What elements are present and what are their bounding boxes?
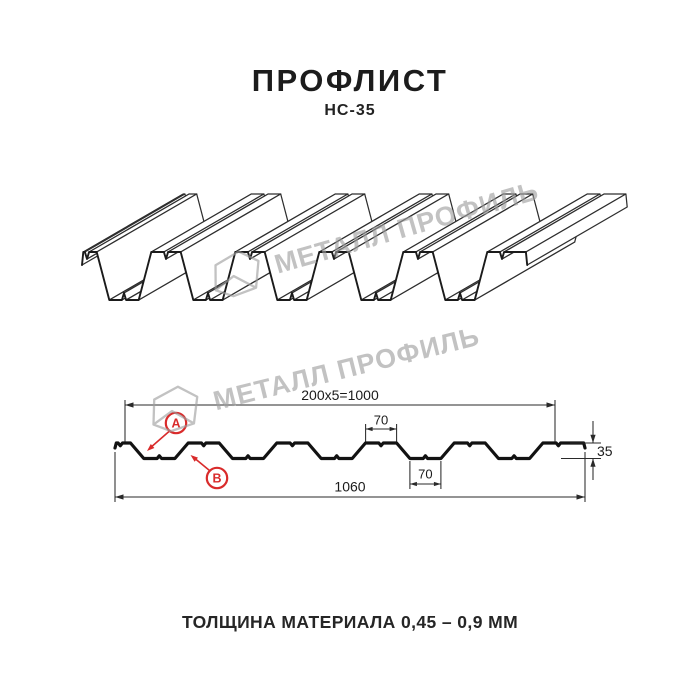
extrusion-face [459, 234, 563, 301]
thickness-note: ТОЛЩИНА МАТЕРИАЛА 0,45 – 0,9 ММ [181, 612, 519, 632]
extrusion-face [417, 193, 521, 260]
extrusion-face [373, 234, 477, 301]
watermark-text: МЕТАЛЛ ПРОФИЛЬ [270, 174, 542, 280]
callout-b: B [190, 455, 229, 490]
callout-a-circle [164, 411, 188, 435]
extrusion-face [415, 193, 519, 260]
metall-profil-logo-icon [214, 250, 260, 298]
cross-section-drawing: 200x5=1000 70 70 1060 [113, 387, 613, 502]
extrusion-face [333, 193, 437, 260]
metall-profil-logo-icon [152, 385, 199, 433]
extrusion-face [88, 193, 198, 253]
extrusion-face [348, 193, 462, 301]
extrusion-face [377, 241, 492, 301]
callout-a-label: A [171, 417, 180, 431]
extrusion-face [207, 234, 311, 301]
extrusion-face [375, 234, 479, 301]
callout-a-arrowhead [147, 444, 155, 451]
page-title: ПРОФЛИСТ [251, 63, 449, 98]
extrusion-face [249, 193, 353, 260]
dimension-total-width-value: 1060 [334, 479, 365, 495]
watermark-3d: МЕТАЛЛ ПРОФИЛЬ [199, 164, 546, 311]
extrusion-face [108, 241, 223, 301]
extrusion-face [251, 193, 366, 253]
extrusion-face [289, 234, 393, 301]
extrusion-face [335, 193, 450, 253]
extrusion-face [264, 193, 378, 301]
callout-a: A [147, 411, 188, 451]
extrusion-face [167, 193, 282, 253]
watermark-section: МЕТАЛЛ ПРОФИЛЬ [137, 309, 485, 445]
dimension-top-value: 200x5=1000 [301, 387, 379, 403]
dimension-height-value: 35 [597, 443, 613, 459]
dimension-top: 200x5=1000 [124, 387, 556, 442]
extrusion-face [360, 241, 475, 301]
extrusion-face [180, 193, 294, 301]
extrusion-face [222, 193, 336, 301]
extrusion-face [525, 193, 628, 266]
extrusion-face [86, 193, 190, 260]
extrusion-face [306, 193, 420, 301]
extrusion-face [150, 193, 265, 253]
extrusion-face [474, 193, 588, 301]
extrusion-face [486, 193, 601, 253]
extrusion-face [432, 193, 546, 301]
cross-section-profile [113, 441, 587, 461]
extrusion-face [138, 193, 252, 301]
extrusion-face [121, 234, 225, 301]
extrusion-face [444, 241, 559, 301]
dimension-rib-bottom-value: 70 [418, 467, 432, 482]
dimension-height: 35 [561, 421, 613, 480]
extrusion-face [419, 193, 534, 253]
extrusion-face [247, 193, 351, 260]
callout-b-label: B [212, 472, 221, 486]
extrusion-face [234, 193, 349, 253]
extrusion-face [82, 193, 186, 253]
extrusion-face [501, 193, 605, 260]
profile-3d-drawing [81, 193, 628, 301]
extrusion-face [461, 241, 576, 301]
dimension-rib-bottom: 70 [409, 461, 442, 489]
extrusion-face [205, 234, 309, 301]
extrusion-face [293, 241, 408, 301]
extrusion-face [499, 193, 603, 260]
extrusion-face [390, 193, 504, 301]
extrusion-face [84, 193, 188, 260]
profile-model-label: НС-35 [324, 102, 376, 119]
extrusion-face [503, 193, 627, 253]
callout-b-arrowhead [190, 455, 198, 462]
watermark-text: МЕТАЛЛ ПРОФИЛЬ [210, 320, 483, 416]
extrusion-face [457, 234, 561, 301]
extrusion-face [123, 234, 227, 301]
extrusion-face [96, 193, 210, 301]
extrusion-face [125, 241, 240, 301]
extrusion-face [291, 234, 395, 301]
extrusion-face [81, 193, 184, 266]
dimension-rib-top: 70 [365, 413, 398, 442]
extrusion-face [402, 193, 517, 253]
extrusion-face [209, 241, 324, 301]
dimension-total-width: 1060 [114, 452, 586, 502]
callout-b-circle [205, 466, 229, 490]
extrusion-face [192, 241, 307, 301]
extrusion-face [318, 193, 433, 253]
extrusion-face [165, 193, 269, 260]
extrusion-face [163, 193, 267, 260]
front-profile-edge [81, 251, 529, 301]
dimension-rib-top-value: 70 [374, 413, 388, 428]
extrusion-face [276, 241, 391, 301]
extrusion-face [331, 193, 435, 260]
